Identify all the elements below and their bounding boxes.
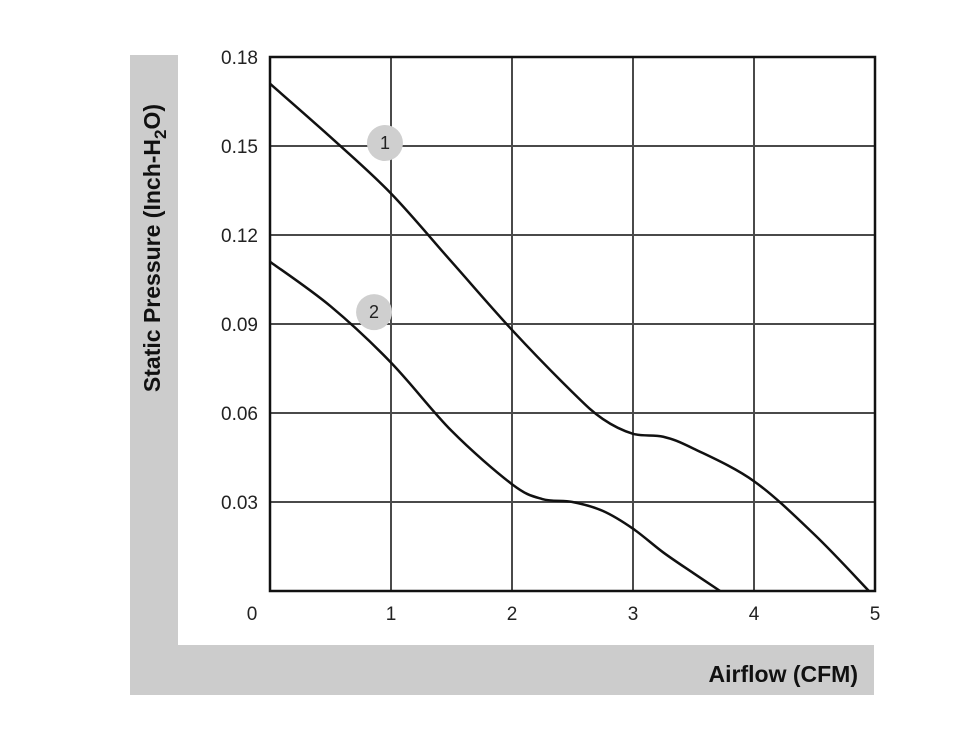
y-tick-label: 0.06 xyxy=(221,404,258,425)
grid xyxy=(270,57,875,591)
x-tick-label: 3 xyxy=(628,604,639,625)
x-tick-label: 2 xyxy=(507,604,518,625)
series-markers: 12 xyxy=(356,125,403,331)
plot-frame xyxy=(268,55,877,593)
x-tick-labels: 0 1 2 3 4 5 xyxy=(247,604,881,625)
series-marker-label-1: 1 xyxy=(380,133,390,153)
y-axis-title: Static Pressure (Inch-H2O) xyxy=(139,104,170,392)
series-marker-2 xyxy=(356,294,393,331)
series-line-1 xyxy=(269,82,870,592)
x-tick-label: 1 xyxy=(386,604,397,625)
y-tick-label: 0.12 xyxy=(221,226,258,247)
series-lines xyxy=(269,82,870,593)
ylabel-band xyxy=(130,55,178,695)
y-axis-title-main: Static Pressure (Inch-H xyxy=(139,139,165,392)
series-line-2 xyxy=(269,260,721,593)
xlabel-band xyxy=(130,645,874,695)
y-axis-title-subscript: 2 xyxy=(151,130,170,139)
y-tick-labels: 0.03 0.06 0.09 0.12 0.15 0.18 xyxy=(221,48,258,514)
y-tick-label: 0.15 xyxy=(221,137,258,158)
y-tick-label: 0.09 xyxy=(221,315,258,336)
x-tick-label: 4 xyxy=(749,604,760,625)
series-marker-1 xyxy=(366,125,403,162)
y-axis-title-tail: O) xyxy=(139,104,165,130)
x-axis-title: Airflow (CFM) xyxy=(709,661,858,687)
x-tick-label: 0 xyxy=(247,604,258,625)
x-tick-label: 5 xyxy=(870,604,881,625)
y-tick-label: 0.03 xyxy=(221,493,258,514)
series-marker-label-2: 2 xyxy=(369,302,379,322)
y-tick-label: 0.18 xyxy=(221,48,258,69)
